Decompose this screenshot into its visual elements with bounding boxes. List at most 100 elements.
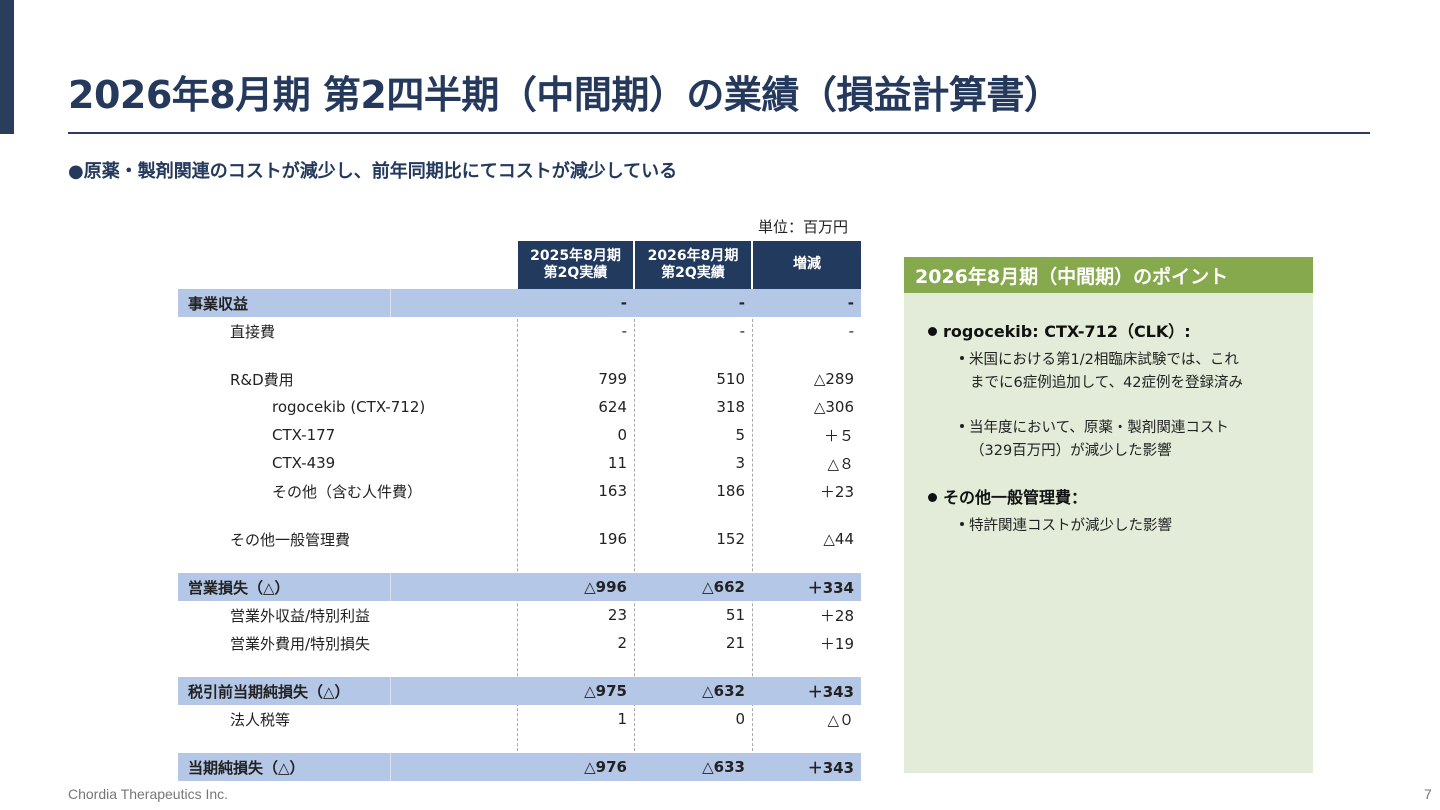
point-line: 特許関連コストが減少した影響 — [960, 514, 1172, 535]
row-label: その他一般管理費 — [230, 530, 351, 549]
table-row: 事業収益 - - - — [178, 289, 861, 317]
row-spacer — [178, 345, 861, 365]
cell-value: △996 — [584, 578, 627, 596]
table-row: 営業外収益/特別利益 23 51 ＋28 — [178, 601, 861, 629]
row-spacer — [178, 733, 861, 753]
row-label: 当期純損失（△） — [188, 758, 305, 777]
cell-value: 196 — [598, 530, 627, 548]
cell-value: 510 — [716, 370, 745, 388]
cell-value: ＋334 — [807, 578, 854, 597]
cell-value: 152 — [716, 530, 745, 548]
table-row: 直接費 - - - — [178, 317, 861, 345]
cell-value: 318 — [716, 398, 745, 416]
cell-value: 11 — [607, 454, 627, 472]
cell-value: 21 — [725, 634, 745, 652]
cell-value: 624 — [598, 398, 627, 416]
table-row: rogocekib (CTX-712) 624 318 △306 — [178, 393, 861, 421]
cell-value: 186 — [716, 482, 745, 500]
cell-value: 799 — [598, 370, 627, 388]
point-title-text: その他一般管理費： — [943, 488, 1088, 507]
slide-subtitle: ●原薬・製剤関連のコストが減少し、前年同期比にてコストが減少している — [68, 161, 678, 182]
table-body: 事業収益 - - - 直接費 - - - R&D費用 799 510 △289 … — [178, 289, 861, 781]
cell-value: ＋５ — [823, 426, 854, 445]
cell-value: △289 — [813, 370, 854, 388]
bullet-icon — [960, 424, 964, 428]
table-row: その他（含む人件費） 163 186 ＋23 — [178, 477, 861, 505]
point-text: 当年度において、原薬・製剤関連コスト — [969, 420, 1229, 436]
table-row: CTX-177 0 5 ＋５ — [178, 421, 861, 449]
row-label: 法人税等 — [230, 710, 291, 729]
cell-value: 1 — [617, 710, 627, 728]
cell-value: ＋23 — [819, 482, 854, 501]
cell-value: - — [621, 322, 627, 340]
cell-value: 2 — [617, 634, 627, 652]
column-divider — [634, 289, 635, 781]
cell-value: △632 — [702, 682, 745, 700]
cell-value: - — [738, 294, 745, 312]
bullet-icon — [928, 327, 937, 336]
row-label: その他（含む人件費） — [272, 482, 423, 501]
cell-value: 0 — [735, 710, 745, 728]
row-label: CTX-177 — [272, 426, 336, 444]
table-row: 法人税等 1 0 △０ — [178, 705, 861, 733]
table-header: 2025年8月期 第2Q実績 2026年8月期 第2Q実績 増減 — [178, 241, 861, 289]
cell-value: △306 — [813, 398, 854, 416]
cell-value: ＋343 — [807, 682, 854, 701]
row-label: 税引前当期純損失（△） — [188, 682, 350, 701]
cell-value: - — [620, 294, 627, 312]
row-label: rogocekib (CTX-712) — [272, 398, 426, 416]
row-spacer — [178, 553, 861, 573]
cell-value: 5 — [735, 426, 745, 444]
column-divider — [752, 289, 753, 781]
income-statement-table: 2025年8月期 第2Q実績 2026年8月期 第2Q実績 増減 事業収益 - … — [178, 241, 861, 781]
accent-bar — [0, 0, 14, 134]
company-footer: Chordia Therapeutics Inc. — [68, 786, 229, 802]
column-divider — [517, 289, 518, 781]
table-row: 営業損失（△） △996 △662 ＋334 — [178, 573, 861, 601]
table-row: 税引前当期純損失（△） △975 △632 ＋343 — [178, 677, 861, 705]
row-label: 事業収益 — [188, 294, 249, 313]
point-text: 特許関連コストが減少した影響 — [969, 518, 1172, 534]
cell-value: - — [847, 294, 854, 312]
row-label: 営業損失（△） — [188, 578, 290, 597]
cell-value: - — [739, 322, 745, 340]
header-fy2025-q2: 2025年8月期 第2Q実績 — [518, 241, 633, 289]
cell-value: 163 — [598, 482, 627, 500]
table-row: 当期純損失（△） △976 △633 ＋343 — [178, 753, 861, 781]
point-title-text: rogocekib: CTX-712（CLK）: — [943, 322, 1191, 341]
point-rogocekib-title: rogocekib: CTX-712（CLK）: — [928, 318, 1191, 342]
row-label: CTX-439 — [272, 454, 336, 472]
header-change: 増減 — [753, 241, 861, 289]
row-label: 直接費 — [230, 322, 276, 341]
cell-value: ＋343 — [807, 758, 854, 777]
point-line: （329百万円）が減少した影響 — [970, 443, 1172, 459]
page-number: 7 — [1424, 786, 1432, 802]
bullet-icon — [960, 356, 964, 360]
row-spacer — [178, 505, 861, 525]
header-fy2026-q2: 2026年8月期 第2Q実績 — [635, 241, 751, 289]
table-row: その他一般管理費 196 152 △44 — [178, 525, 861, 553]
row-label: R&D費用 — [230, 370, 294, 389]
cell-value: △０ — [827, 710, 854, 729]
point-line: 米国における第1/2相臨床試験では、これ — [960, 348, 1239, 369]
cell-value: 51 — [725, 606, 745, 624]
table-row: R&D費用 799 510 △289 — [178, 365, 861, 393]
cell-value: 3 — [735, 454, 745, 472]
point-sga-title: その他一般管理費： — [928, 484, 1087, 508]
cell-value: 23 — [607, 606, 627, 624]
point-text: 米国における第1/2相臨床試験では、これ — [969, 352, 1239, 368]
row-label: 営業外費用/特別損失 — [230, 634, 371, 653]
slide-title: 2026年8月期 第2四半期（中間期）の業績（損益計算書） — [68, 73, 1062, 117]
cell-value: - — [848, 322, 854, 340]
table-row: 営業外費用/特別損失 2 21 ＋19 — [178, 629, 861, 657]
cell-value: △８ — [827, 454, 854, 473]
bullet-icon — [928, 493, 937, 502]
cell-value: ＋28 — [819, 606, 854, 625]
cell-value: △975 — [584, 682, 627, 700]
row-spacer — [178, 657, 861, 677]
cell-value: △44 — [823, 530, 854, 548]
key-points-heading: 2026年8月期（中間期）のポイント — [904, 257, 1313, 293]
cell-value: △662 — [702, 578, 745, 596]
cell-value: ＋19 — [819, 634, 854, 653]
bullet-icon — [960, 522, 964, 526]
